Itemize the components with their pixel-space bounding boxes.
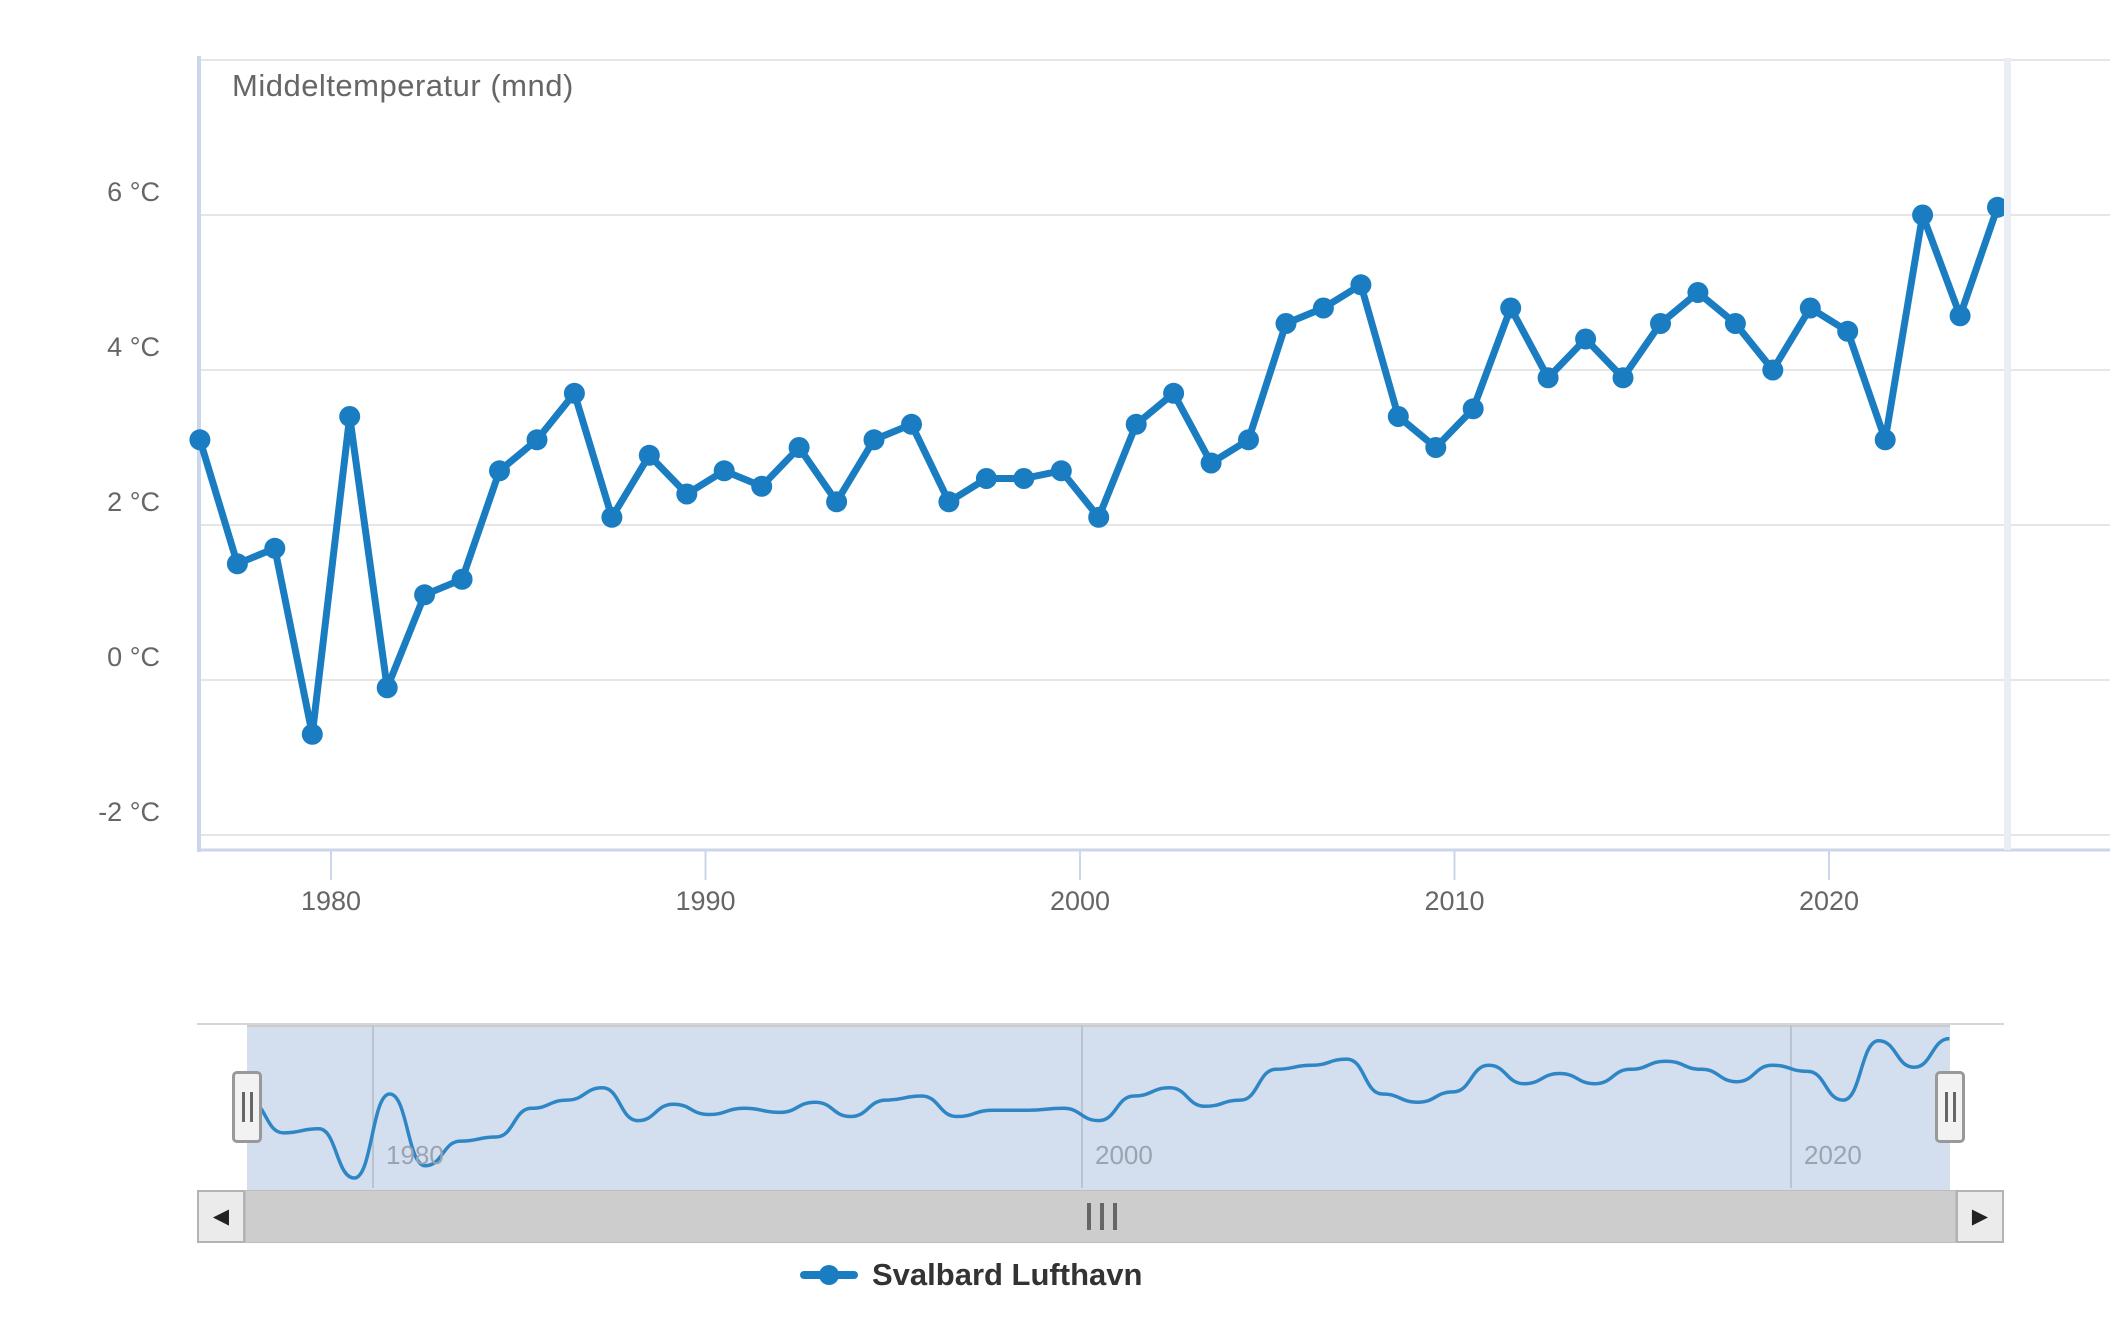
series-point[interactable] [376,677,398,699]
series-point[interactable] [1537,367,1559,389]
series-point[interactable] [1275,313,1297,334]
navigator-year-label: 1980 [386,1140,444,1170]
navigator-outline [197,1023,2004,1025]
series-point[interactable] [264,537,286,559]
series-point[interactable] [713,460,735,482]
series-point[interactable] [489,460,510,482]
navigator-gridline [1081,1025,1083,1188]
series-point[interactable] [1650,313,1671,334]
y-axis-label: 2 °C [107,487,160,517]
navigator-handle-right[interactable] [1935,1071,1965,1143]
series-point[interactable] [301,723,323,745]
scrollbar-left-arrow-button[interactable]: ◀ [197,1190,245,1243]
series-point[interactable] [563,382,585,404]
series-point[interactable] [863,429,885,451]
scrollbar-right-arrow-button[interactable]: ▶ [1956,1190,2004,1243]
navigator-series-line [247,1036,1950,1180]
series-point[interactable] [1874,429,1896,451]
x-axis-label: 1990 [675,886,736,916]
series-point[interactable] [189,429,211,451]
series-point[interactable] [1238,429,1259,451]
series-point[interactable] [1612,367,1634,389]
navigator-gridline [372,1025,374,1188]
navigator-gridline [1790,1025,1792,1188]
y-axis-label: 4 °C [107,332,160,362]
x-axis-label: 2000 [1049,886,1111,916]
series-point[interactable] [1200,452,1222,474]
series-point[interactable] [1724,313,1746,334]
series-point[interactable] [826,491,848,513]
series-point[interactable] [638,444,660,466]
series-point[interactable] [226,553,248,575]
series-point[interactable] [1088,506,1110,528]
series-point[interactable] [1762,359,1784,381]
series-point[interactable] [1462,398,1484,420]
series-point[interactable] [751,475,773,497]
series-point[interactable] [788,437,810,458]
series-point[interactable] [1687,282,1709,303]
series-point[interactable] [1013,468,1035,489]
series-point[interactable] [526,429,548,451]
plot-right-edge [2004,58,2011,850]
series-point[interactable] [1125,413,1147,435]
series-point[interactable] [1163,382,1185,404]
series-point[interactable] [451,568,473,590]
x-axis-label: 2020 [1798,886,1860,916]
series-point[interactable] [601,506,623,528]
x-axis-label: 2010 [1424,886,1485,916]
series-point[interactable] [1312,297,1334,319]
x-axis-label: 1980 [300,886,362,916]
series-point[interactable] [938,491,960,513]
series-line-marker-icon [800,1253,858,1297]
series-point[interactable] [1799,297,1821,319]
series-point[interactable] [1987,196,2008,218]
series-point[interactable] [1912,204,1934,226]
series-point[interactable] [1575,328,1597,350]
series-point[interactable] [1837,320,1859,342]
series-point[interactable] [1500,297,1522,319]
legend-series-label: Svalbard Lufthavn [872,1257,1143,1292]
scrollbar-grip[interactable] [1087,1203,1117,1230]
series-point[interactable] [339,406,361,427]
navigator-year-label: 2020 [1804,1140,1862,1170]
series-point[interactable] [901,413,922,435]
y-axis-label: -2 °C [98,797,160,827]
series-point[interactable] [676,483,698,505]
series-point[interactable] [1949,305,1971,327]
series-point[interactable] [1425,437,1447,458]
series-point[interactable] [1050,460,1072,482]
y-axis-label: 6 °C [107,177,160,207]
series-point[interactable] [1350,274,1372,296]
navigator-year-label: 2000 [1095,1140,1153,1170]
chart-title: Middeltemperatur (mnd) [232,68,574,103]
series-point[interactable] [1387,406,1409,427]
navigator-handle-left[interactable] [232,1071,262,1143]
series-point[interactable] [414,584,436,606]
series-point[interactable] [975,468,997,489]
legend-item[interactable]: Svalbard Lufthavn [800,1253,1142,1297]
y-axis-label: 0 °C [107,642,160,672]
